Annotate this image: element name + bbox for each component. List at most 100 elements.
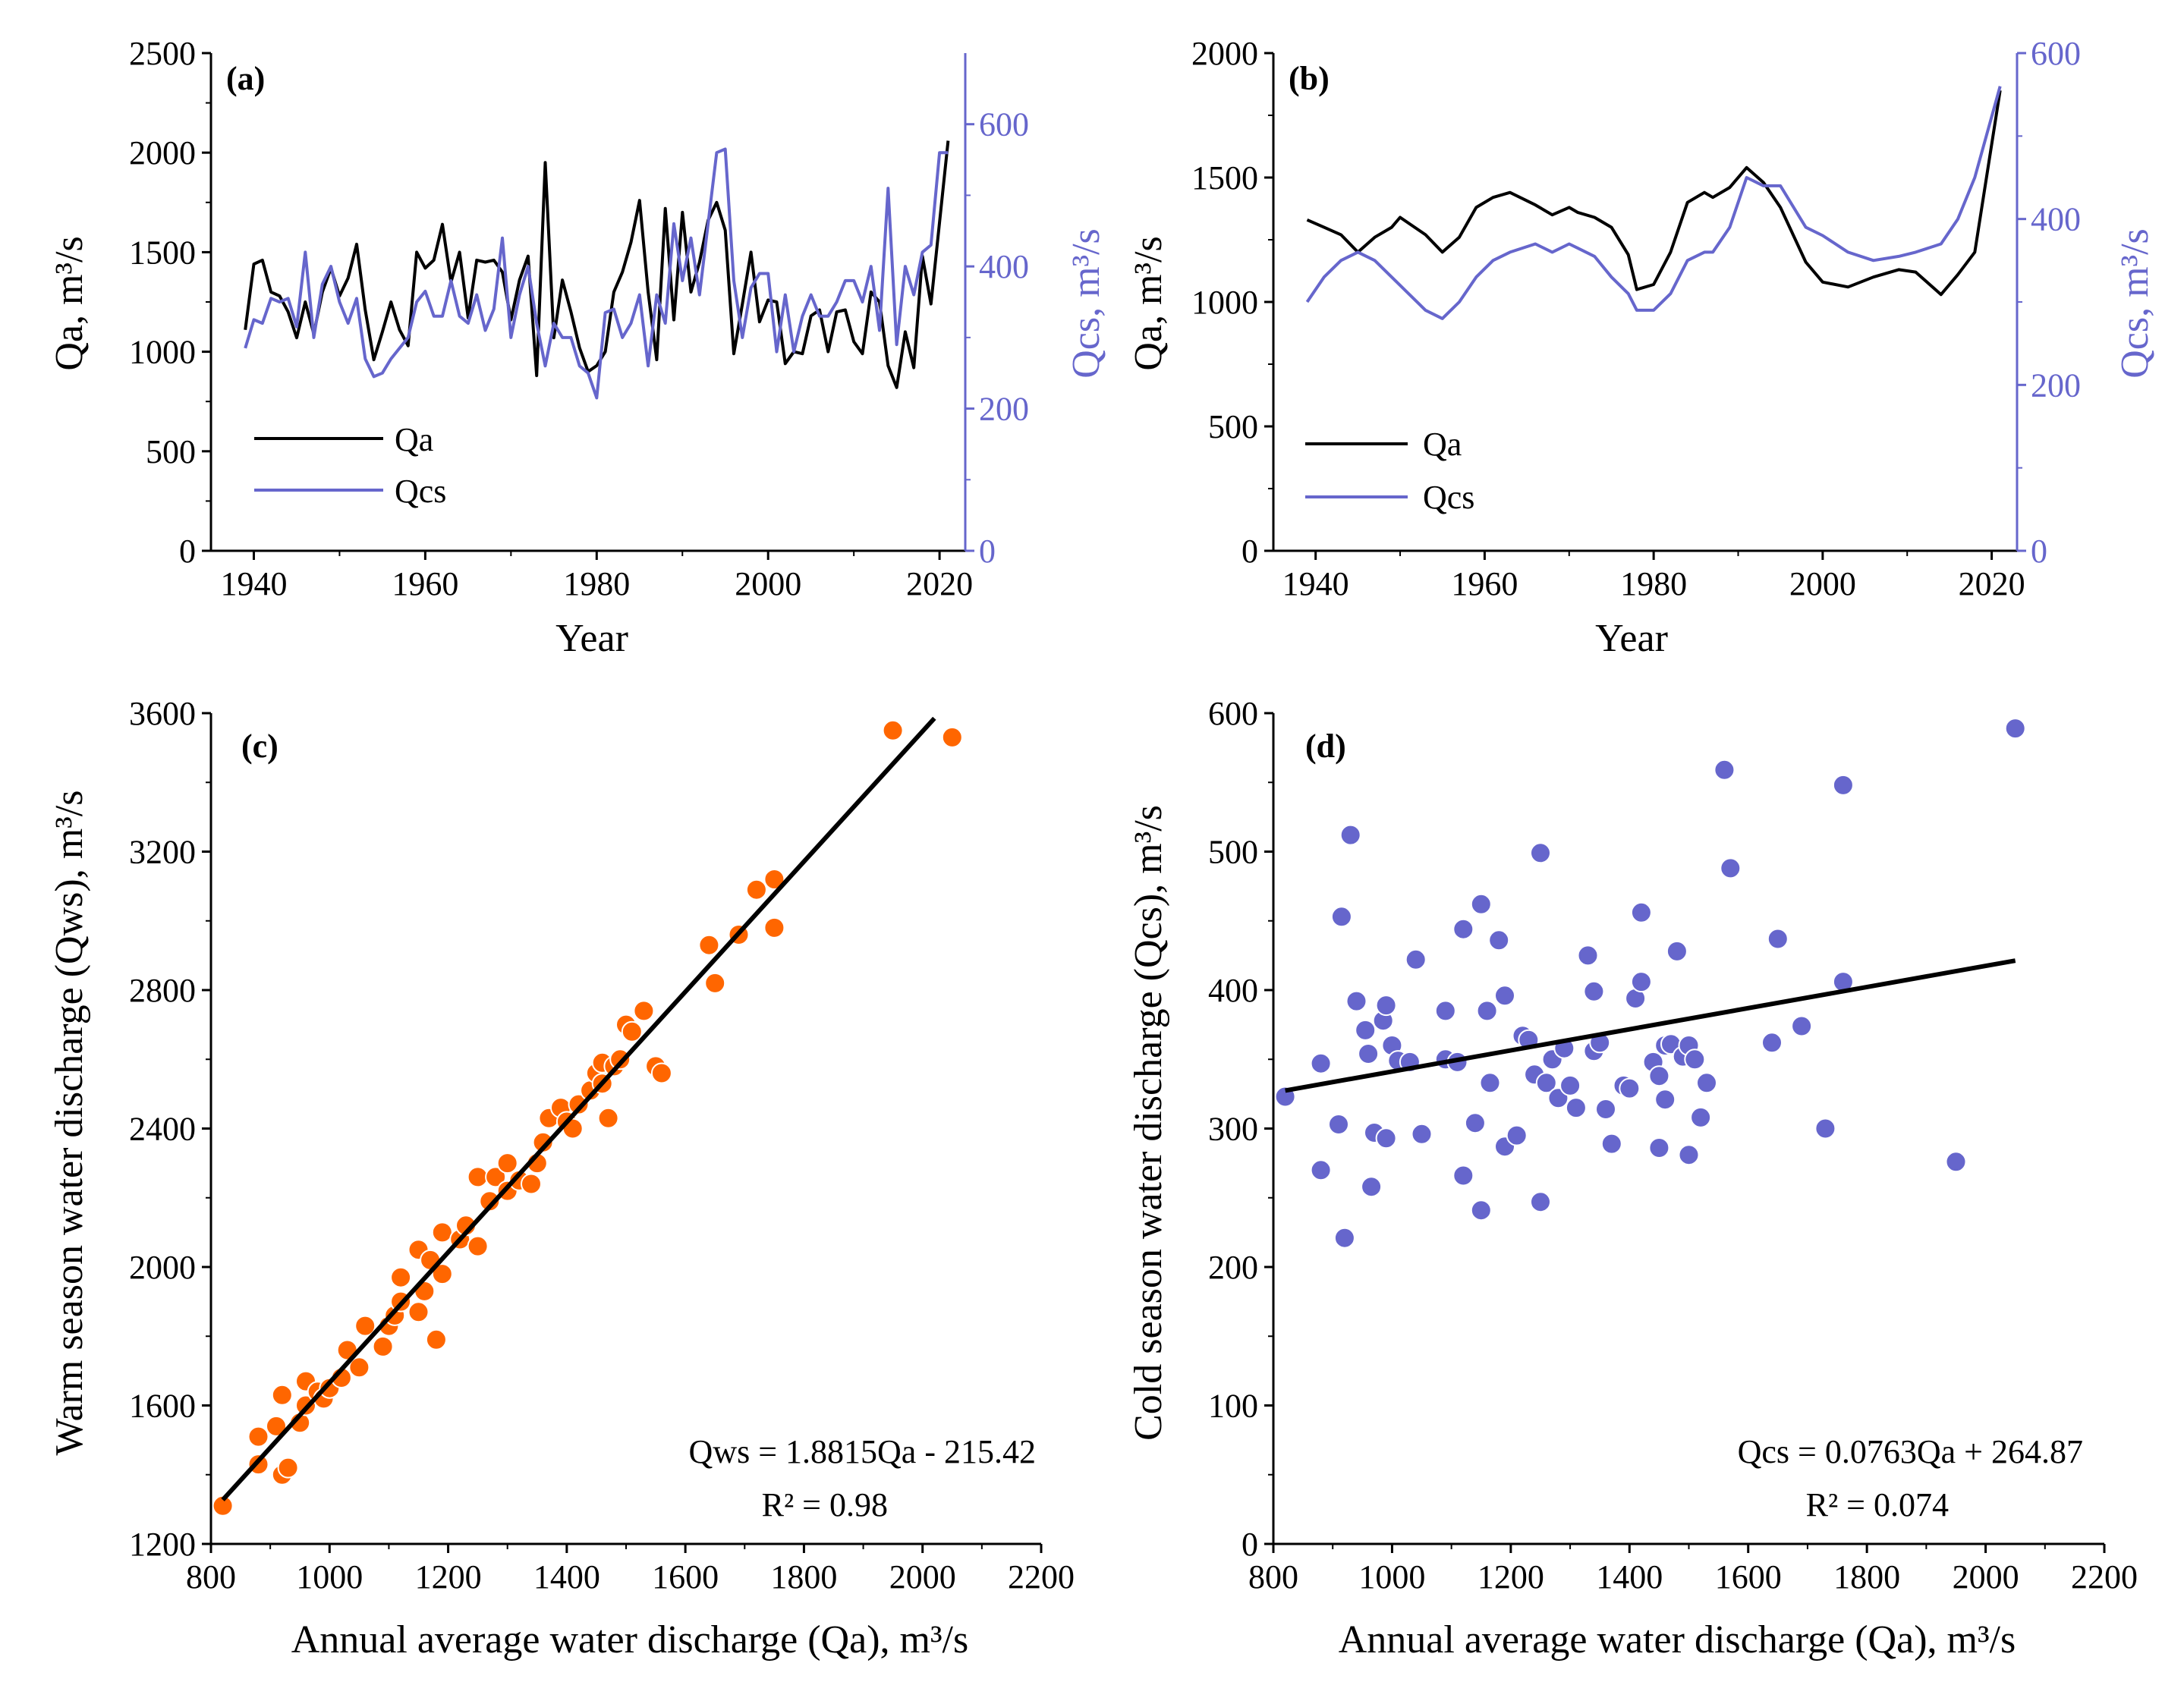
scatter-point [1600, 1133, 1622, 1155]
panel-c-label: (c) [241, 728, 279, 765]
y2-tick-label: 400 [2031, 201, 2081, 238]
y-tick-label: 100 [1208, 1388, 1258, 1425]
series-line-qa [1306, 90, 2002, 297]
scatter-point [1375, 1127, 1397, 1149]
y-tick-label: 2400 [129, 1111, 196, 1148]
scatter-point [390, 1266, 412, 1288]
scatter-point [1358, 1043, 1380, 1064]
panel-a-label: (a) [226, 60, 265, 97]
y-tick-label: 1200 [129, 1526, 196, 1563]
legend-qcs-label: Qcs [395, 473, 446, 510]
y-tick-label: 500 [146, 433, 196, 470]
scatter-point [1577, 945, 1599, 967]
scatter-point [1530, 842, 1551, 864]
panel-d-equation: Qcs = 0.0763Qa + 264.87 [1738, 1433, 2083, 1470]
scatter-point [1630, 901, 1652, 923]
x-tick-label: 2020 [1959, 565, 2025, 602]
scatter-point [1945, 1151, 1967, 1173]
panel-c-y-axis-label: Warm season water discharge (Qws), m³/s [48, 791, 91, 1456]
x-tick-label: 1960 [1451, 565, 1518, 602]
scatter-point [467, 1235, 489, 1257]
scatter-point [763, 916, 785, 938]
y-tick-label: 1000 [129, 334, 196, 371]
x-tick-label: 2000 [1953, 1558, 2019, 1596]
y-tick-label: 0 [1241, 533, 1258, 570]
scatter-point [1361, 1176, 1383, 1198]
x-tick-label: 1600 [652, 1558, 719, 1596]
scatter-point [1375, 995, 1397, 1017]
scatter-point [1690, 1106, 1712, 1128]
scatter-point [1506, 1124, 1528, 1146]
y-tick-label: 0 [1241, 1526, 1258, 1563]
scatter-point [521, 1173, 542, 1195]
x-tick-label: 1800 [1833, 1558, 1900, 1596]
panel-b-label: (b) [1289, 60, 1330, 97]
scatter-point [1405, 948, 1427, 970]
scatter-point [1434, 1000, 1456, 1022]
scatter-point [698, 934, 720, 956]
panel-b-y-axis-label: Qa, m³/s [1127, 236, 1170, 370]
y2-tick-label: 400 [979, 248, 1029, 285]
scatter-point [271, 1384, 293, 1406]
scatter-point [1696, 1072, 1717, 1094]
y-tick-label: 3200 [129, 834, 196, 871]
x-tick-label: 1960 [392, 565, 458, 602]
regression-line [1285, 958, 2016, 1093]
panel-d-scatter-chart: 0 100 200 300 400 500 600 800 1000 1200 1400 1600 18… [1127, 695, 2138, 1662]
legend-qcs-label: Qcs [1423, 479, 1474, 516]
scatter-point [1470, 893, 1492, 915]
scatter-point [266, 1415, 287, 1437]
scatter-point [1714, 759, 1736, 781]
y-tick-label: 2000 [129, 1249, 196, 1286]
scatter-point [1559, 1074, 1581, 1096]
scatter-point [1761, 1032, 1783, 1054]
y-tick-label: 2000 [1191, 35, 1258, 72]
panel-d-r-squared: R² = 0.074 [1806, 1486, 1949, 1523]
panel-b-line-chart: 0 500 1000 1500 2000 0 200 400 600 1940 1960 1980 20… [1127, 35, 2157, 660]
scatter-point [431, 1221, 453, 1243]
scatter-point [597, 1107, 619, 1129]
scatter-point [1666, 940, 1688, 962]
x-tick-label: 2020 [906, 565, 973, 602]
scatter-point [1535, 1072, 1557, 1094]
scatter-point [1767, 928, 1789, 950]
scatter-point [1339, 824, 1361, 846]
scatter-point [1832, 774, 1854, 796]
scatter-point [1630, 971, 1652, 993]
scatter-point [609, 1048, 631, 1071]
scatter-point [1333, 1227, 1355, 1249]
scatter-point [1479, 1072, 1501, 1094]
x-tick-label: 2200 [1008, 1558, 1075, 1596]
y2-tick-label: 600 [2031, 35, 2081, 72]
scatter-point [1684, 1048, 1706, 1071]
panel-a-y2-axis-label: Qcs, m³/s [1065, 228, 1108, 379]
scatter-point [1452, 918, 1474, 940]
x-tick-label: 1400 [1596, 1558, 1663, 1596]
panel-b-legend: Qa Qcs [1305, 426, 1474, 516]
scatter-point [1476, 1000, 1498, 1022]
x-tick-label: 800 [186, 1558, 236, 1596]
scatter-point [1330, 906, 1352, 928]
y-tick-label: 1500 [129, 234, 196, 271]
x-tick-label: 1200 [415, 1558, 482, 1596]
scatter-point [1411, 1123, 1433, 1145]
y-tick-label: 200 [1208, 1249, 1258, 1286]
scatter-point [882, 719, 904, 741]
panel-c-equation: Qws = 1.8815Qa - 215.42 [689, 1433, 1036, 1470]
scatter-point [277, 1457, 299, 1479]
scatter-point [425, 1328, 447, 1350]
scatter-point [1345, 990, 1367, 1012]
panel-c-x-axis-label: Annual average water discharge (Qa), m³/… [291, 1618, 968, 1662]
y-tick-label: 1500 [1191, 159, 1258, 196]
panel-a-legend: Qa Qcs [254, 421, 446, 510]
x-tick-label: 2000 [889, 1558, 956, 1596]
scatter-point [1310, 1159, 1332, 1181]
panel-a-y-axis-label: Qa, m³/s [48, 236, 91, 370]
scatter-point [247, 1426, 269, 1448]
series-line-qcs [1305, 86, 2002, 320]
scatter-point [212, 1495, 234, 1517]
panel-b-x-axis-label: Year [1595, 617, 1668, 660]
scatter-point [763, 869, 785, 890]
y-tick-label: 1600 [129, 1388, 196, 1425]
